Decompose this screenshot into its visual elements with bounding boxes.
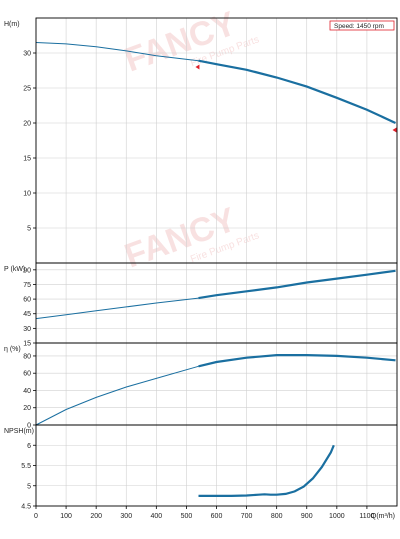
- plot-frames: [33, 18, 397, 509]
- y-tick-label: 4.5: [21, 504, 31, 511]
- y-tick-label: 10: [23, 191, 31, 198]
- y-axis-label: P (kW): [4, 266, 25, 273]
- grid-lines: [36, 18, 397, 506]
- y-axis-label: NPSH(m): [4, 428, 34, 435]
- series-line-thin: [36, 366, 199, 425]
- y-tick-label: 30: [23, 51, 31, 58]
- watermark-brand: FANCY: [120, 4, 242, 79]
- legend: Speed: 1450 rpm: [330, 21, 394, 30]
- y-axis-label: η (%): [4, 346, 21, 353]
- x-tick-label: 200: [90, 513, 102, 520]
- y-tick-label: 75: [23, 282, 31, 289]
- y-tick-label: 5: [27, 483, 31, 490]
- x-axis-label: Q(m³/h): [371, 513, 395, 520]
- y-tick-label: 15: [23, 156, 31, 163]
- series-line: [199, 61, 396, 123]
- x-tick-label: 1000: [329, 513, 345, 520]
- y-tick-label: 40: [23, 388, 31, 395]
- x-tick-label: 600: [211, 513, 223, 520]
- y-axis-label: H(m): [4, 21, 20, 28]
- x-tick-label: 800: [271, 513, 283, 520]
- x-tick-label: 300: [120, 513, 132, 520]
- y-tick-label: 6: [27, 443, 31, 450]
- y-tick-label: 60: [23, 371, 31, 378]
- x-tick-label: 100: [60, 513, 72, 520]
- operating-point-marker: [392, 128, 396, 133]
- y-tick-label: 25: [23, 86, 31, 93]
- y-tick-label: 60: [23, 297, 31, 304]
- y-tick-label: 5: [27, 226, 31, 233]
- y-tick-label: 45: [23, 311, 31, 318]
- series-line: [199, 355, 396, 366]
- x-tick-label: 900: [301, 513, 313, 520]
- y-tick-label: 20: [23, 121, 31, 128]
- legend-text: Speed: 1450 rpm: [334, 23, 384, 30]
- x-tick-label: 0: [34, 513, 38, 520]
- y-tick-label: 15: [23, 341, 31, 348]
- x-tick-label: 700: [241, 513, 253, 520]
- y-tick-label: 30: [23, 326, 31, 333]
- y-tick-label: 80: [23, 353, 31, 360]
- x-tick-label: 500: [181, 513, 193, 520]
- x-tick-label: 400: [150, 513, 162, 520]
- series-line-thin: [36, 298, 199, 319]
- series-line: [199, 445, 334, 496]
- y-tick-label: 20: [23, 405, 31, 412]
- y-tick-label: 5.5: [21, 463, 31, 470]
- watermark-brand: FANCY: [120, 200, 242, 275]
